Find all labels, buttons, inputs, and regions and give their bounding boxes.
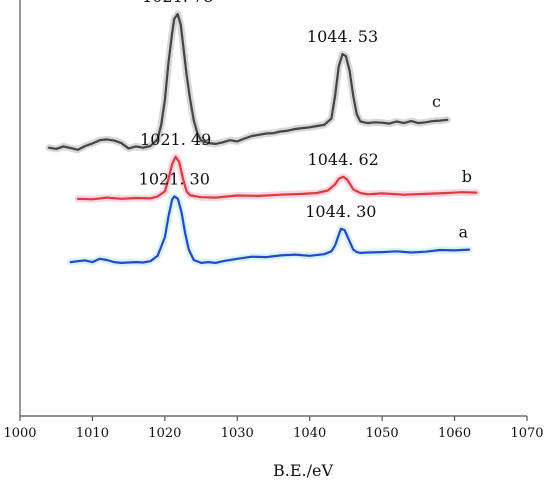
- series-lines: [47, 13, 478, 264]
- x-axis-title: B.E./eV: [273, 461, 333, 480]
- x-tick-label: 1070: [510, 426, 543, 441]
- series-halos: [45, 10, 480, 267]
- x-tick-label: 1060: [438, 426, 471, 441]
- series-a-line: [69, 195, 471, 264]
- peak-label: 1021. 30: [139, 169, 210, 188]
- x-axis-ticks: 1000 1010 1020 1030 1040 1050 1060 1070: [3, 416, 544, 441]
- x-tick-label: 1020: [148, 426, 181, 441]
- x-tick-label: 1050: [366, 426, 399, 441]
- peak-label: 1044. 53: [307, 27, 378, 46]
- series-tags: c b a: [432, 92, 472, 242]
- peak-label: 1044. 30: [305, 202, 376, 221]
- x-tick-label: 1010: [76, 426, 109, 441]
- series-b-line: [76, 155, 478, 201]
- x-tick-label: 1000: [3, 426, 36, 441]
- peak-label: 1021. 78: [142, 0, 213, 6]
- series-c-halo: [45, 10, 451, 154]
- x-tick-label: 1030: [221, 426, 254, 441]
- series-c-line: [47, 13, 449, 151]
- series-tag-b: b: [462, 167, 472, 186]
- series-tag-c: c: [432, 92, 441, 111]
- peak-label: 1044. 62: [308, 150, 379, 169]
- peak-label: 1021. 49: [140, 130, 211, 149]
- axes-frame: [19, 0, 527, 417]
- series-tag-a: a: [458, 223, 468, 242]
- x-tick-label: 1040: [293, 426, 326, 441]
- peak-labels: 1021. 78 1044. 53 1021. 49 1044. 62 1021. 30…: [139, 0, 379, 221]
